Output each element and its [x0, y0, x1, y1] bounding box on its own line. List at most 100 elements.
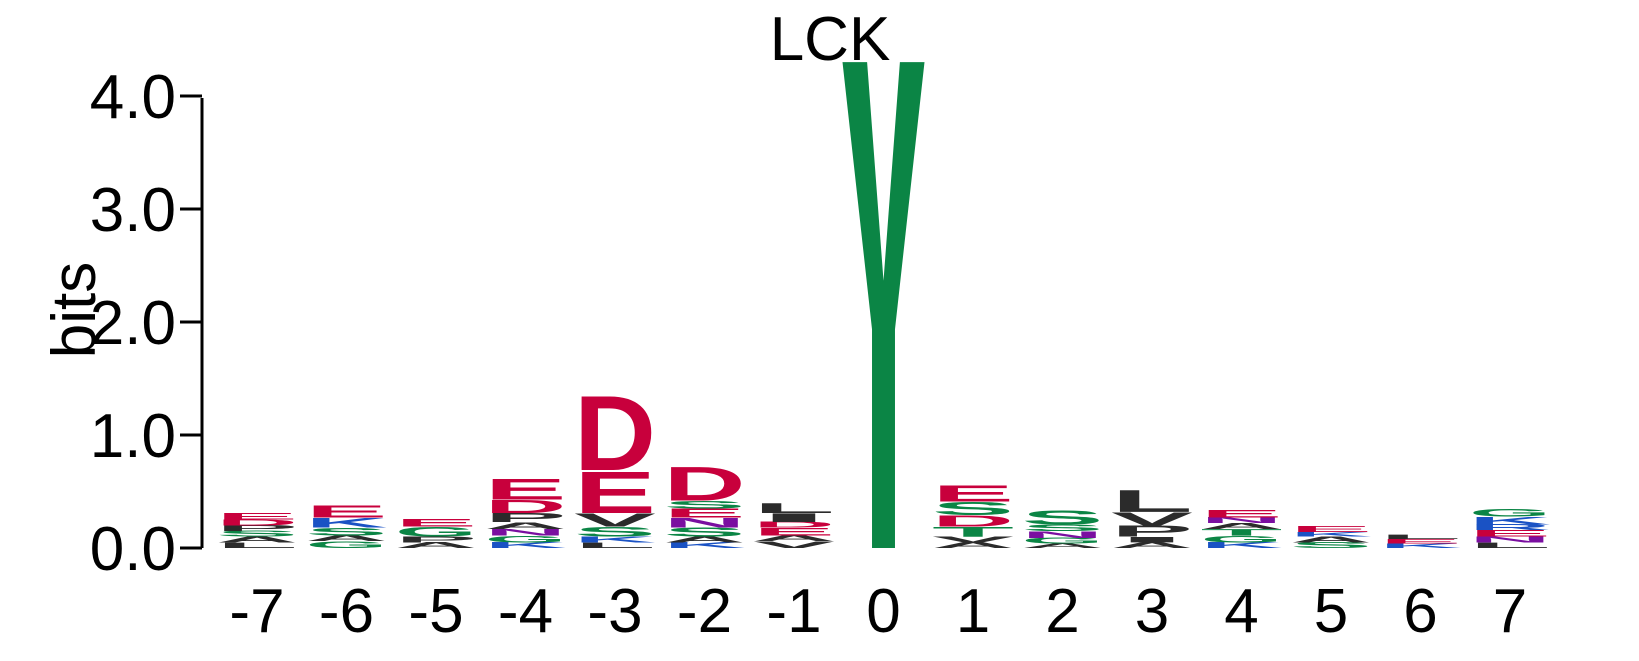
y-tick-label: 3.0: [90, 176, 176, 245]
logo-letter: D: [216, 518, 298, 527]
x-tick-label: 1: [956, 577, 990, 646]
logo-letter: E: [216, 511, 298, 521]
x-tick-label: 6: [1403, 577, 1437, 646]
y-axis-ticks: 0.0 1.0 2.0 3.0 4.0: [90, 63, 202, 584]
logo-letter: G: [485, 534, 567, 544]
logo-letter: L: [574, 541, 656, 550]
logo-letter: V: [753, 540, 835, 550]
logo-letter: E: [306, 502, 388, 521]
logo-letter: S: [1022, 506, 1104, 529]
logo-letter: E: [1379, 538, 1461, 545]
x-tick-label: 2: [1045, 577, 1079, 646]
logo-letter: A: [216, 535, 298, 544]
logo-letter: A: [663, 535, 745, 544]
x-tick-label: -4: [498, 577, 553, 646]
logo-letter: [842, 62, 925, 548]
logo-letter: S: [305, 526, 387, 538]
logo-letter: S: [574, 524, 656, 540]
logo-letter: K: [1201, 541, 1283, 550]
x-tick-label: -1: [766, 577, 821, 646]
y-tick-label: 4.0: [90, 63, 176, 132]
logo-letter: G: [395, 524, 477, 540]
logo-letter: K: [1290, 531, 1372, 538]
x-tick-label: 5: [1314, 577, 1348, 646]
logo-letter: E: [1290, 525, 1372, 534]
logo-letter: A: [1111, 541, 1193, 550]
logo-letter: A: [395, 541, 477, 550]
logo-letter: E: [932, 481, 1014, 507]
logo-letter: A: [1201, 522, 1283, 531]
logo-letter: E: [484, 472, 566, 506]
logo-letter: P: [395, 535, 477, 544]
logo-letter: N: [1022, 529, 1104, 539]
logo-letter: L: [753, 500, 835, 516]
logo-letter: R: [1469, 523, 1551, 532]
logo-letter: D: [485, 496, 567, 517]
logo-letter: S: [1022, 523, 1104, 533]
logo-letter: E: [574, 459, 656, 526]
logo-letter: N: [485, 527, 567, 537]
logo-letter: A: [753, 534, 835, 543]
logo-letter: S: [932, 498, 1014, 519]
logo-letter: D: [753, 521, 835, 530]
logo-letter: V: [932, 535, 1014, 544]
x-tick-label: -6: [319, 577, 374, 646]
logo-letter: P: [216, 524, 298, 533]
logo-letter: D: [932, 512, 1014, 530]
logo-letter: K: [663, 541, 745, 550]
logo-letter: A: [485, 520, 567, 530]
logo-letter: E: [753, 526, 835, 538]
logo-letter: P: [1111, 523, 1193, 541]
logo-letter: K: [1379, 542, 1461, 549]
logo-letter: A: [1290, 535, 1372, 544]
logo-letter: L: [216, 541, 298, 550]
x-tick-label: -3: [587, 577, 642, 646]
logo-letter: V: [574, 510, 656, 531]
y-tick-label: 1.0: [90, 402, 176, 471]
x-tick-label: -2: [677, 577, 732, 646]
logo-letter: D: [574, 373, 656, 493]
x-tick-label: 3: [1135, 577, 1169, 646]
y-tick-label: 2.0: [90, 289, 176, 358]
logo-letter: N: [1201, 516, 1283, 525]
logo-letter: S: [664, 499, 746, 511]
logo-letter: L: [1379, 533, 1461, 540]
logo-letter: L: [1469, 541, 1551, 550]
logo-letter: T: [932, 524, 1014, 540]
x-tick-label: 0: [866, 577, 900, 646]
chart-title: LCK: [770, 5, 891, 74]
logo-letter: E: [395, 517, 477, 529]
logo-letter: V: [1111, 509, 1193, 530]
logo-letter: I: [753, 511, 835, 525]
logo-letter: S: [664, 525, 746, 539]
logo-letter: G: [1469, 507, 1551, 519]
logo-letter: G: [1201, 534, 1283, 544]
logo-letter: T: [1201, 527, 1283, 537]
x-tick-label: 4: [1224, 577, 1258, 646]
logo-letter: S: [1290, 541, 1372, 550]
logo-letter: A: [1022, 542, 1104, 549]
x-tick-label: 7: [1493, 577, 1527, 646]
logo-letter: G: [1022, 537, 1104, 546]
logo-letter: I: [1111, 535, 1193, 544]
logo-letter: L: [1111, 483, 1193, 518]
logo-letter: A: [932, 541, 1014, 550]
x-tick-label: -5: [408, 577, 463, 646]
logo-stacks: LASPDEGASKEAPGEKGNAPDELKSVEDKASNESDVAEDI…: [216, 62, 1551, 550]
logo-letter: K: [1469, 515, 1551, 527]
logo-letter: K: [306, 515, 388, 531]
logo-letter: A: [305, 534, 387, 543]
y-axis-label: bits: [40, 262, 109, 358]
logo-letter: E: [1201, 508, 1283, 520]
logo-letter: S: [216, 530, 298, 539]
logo-letter: P: [485, 511, 567, 525]
logo-letter: E: [664, 506, 746, 520]
logo-letter: N: [664, 515, 746, 531]
y-tick-label: 0.0: [90, 515, 176, 584]
logo-letter: D: [664, 457, 746, 511]
x-tick-label: -7: [229, 577, 284, 646]
logo-letter: G: [306, 540, 388, 550]
logo-letter: K: [574, 535, 656, 544]
logo-letter: K: [485, 541, 567, 550]
